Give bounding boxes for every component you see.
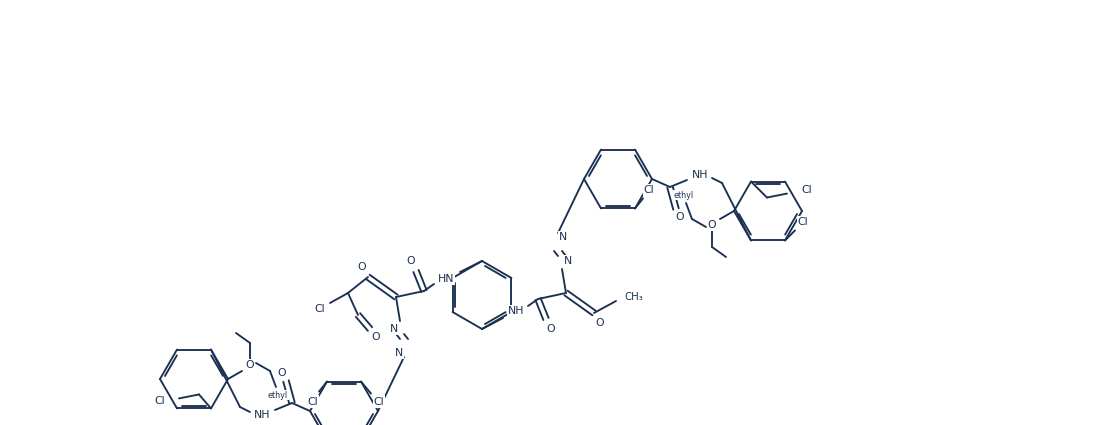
Text: Cl: Cl — [374, 397, 384, 407]
Text: Cl: Cl — [315, 304, 326, 314]
Text: CH₃: CH₃ — [624, 292, 643, 302]
Text: NH: NH — [253, 410, 270, 420]
Text: ethyl: ethyl — [268, 391, 289, 399]
Text: ethyl: ethyl — [674, 190, 694, 199]
Text: O: O — [372, 332, 381, 342]
Text: N: N — [389, 324, 398, 334]
Text: O: O — [407, 256, 416, 266]
Text: NH: NH — [508, 306, 524, 316]
Text: HN: HN — [438, 274, 454, 284]
Text: O: O — [358, 262, 366, 272]
Text: N: N — [564, 256, 573, 266]
Text: Cl: Cl — [798, 218, 808, 227]
Text: O: O — [596, 318, 604, 328]
Text: O: O — [546, 324, 555, 334]
Text: Cl: Cl — [801, 184, 812, 195]
Text: N: N — [395, 348, 403, 358]
Text: O: O — [246, 360, 255, 370]
Text: Cl: Cl — [644, 185, 654, 196]
Text: O: O — [676, 212, 685, 222]
Text: Cl: Cl — [307, 397, 318, 407]
Text: N: N — [558, 232, 567, 242]
Text: Cl: Cl — [155, 397, 165, 406]
Text: NH: NH — [692, 170, 709, 180]
Text: O: O — [708, 220, 716, 230]
Text: O: O — [278, 368, 286, 378]
